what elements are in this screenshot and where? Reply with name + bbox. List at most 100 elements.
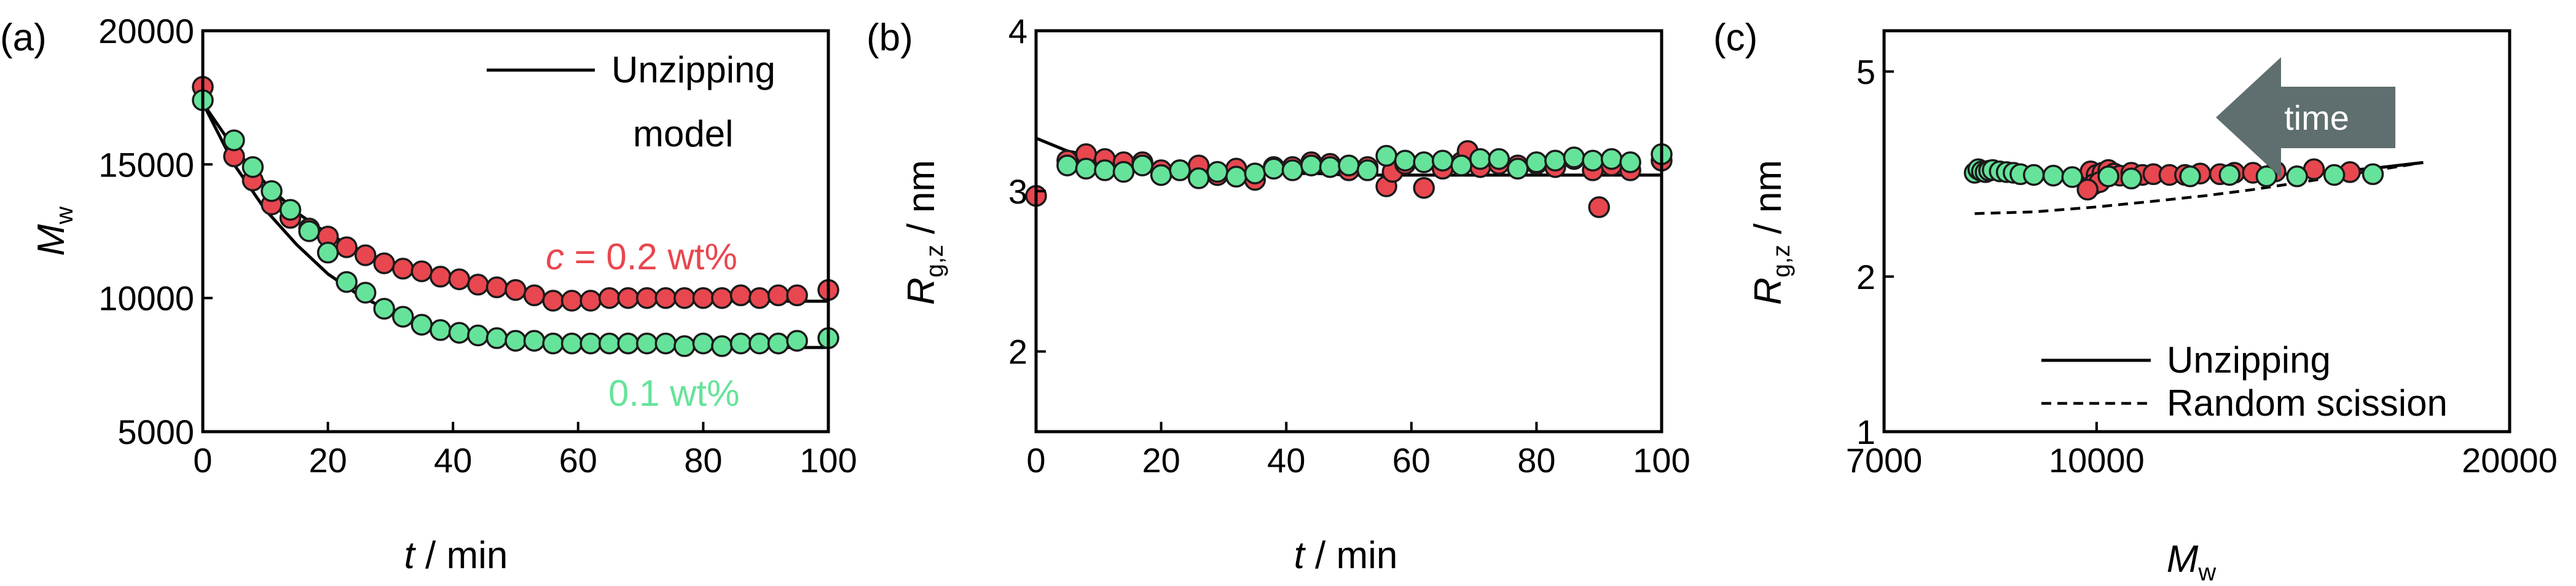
b-data-point-green xyxy=(1112,160,1135,183)
a-data-point-red xyxy=(636,287,658,309)
c-data-point-red xyxy=(2076,178,2099,201)
panel-c-x-title: Mw xyxy=(2167,538,2217,586)
a-data-point-red xyxy=(410,260,433,282)
b-data-point-green xyxy=(1131,154,1153,176)
panel-a-annotation-red: c = 0.2 wt% xyxy=(546,236,737,277)
b-data-point-green xyxy=(1619,151,1641,173)
c-data-point-green xyxy=(2061,166,2084,188)
b-data-point-green xyxy=(1375,145,1397,167)
b-data-point-red xyxy=(1413,176,1435,199)
a-data-point-green xyxy=(673,335,696,357)
panel-c-data xyxy=(1963,158,2424,215)
a-data-point-green xyxy=(692,332,715,355)
a-data-point-green xyxy=(636,332,658,355)
a-data-point-green xyxy=(223,129,245,151)
a-data-point-green xyxy=(654,332,677,355)
panel-b-frame xyxy=(1034,29,1663,434)
panel-c: (c) 7000 10000 20000 1 2 5 time Unzipping Ran… xyxy=(1713,17,2558,586)
a-x-tick-label: 20 xyxy=(308,441,347,480)
a-data-point-green xyxy=(523,330,546,352)
a-data-point-green xyxy=(542,332,564,355)
panel-b-label: (b) xyxy=(866,17,913,59)
b-data-point-green xyxy=(1563,146,1585,168)
a-data-point-red xyxy=(467,274,489,296)
panel-a-frame xyxy=(201,29,830,434)
panel-b-data xyxy=(1025,137,1673,218)
b-data-point-green xyxy=(1263,157,1285,180)
c-data-point-green xyxy=(2286,165,2308,188)
a-data-point-red xyxy=(542,290,564,312)
a-data-point-green xyxy=(448,322,471,344)
c-y-tick-label: 5 xyxy=(1856,52,1875,91)
a-data-point-red xyxy=(786,284,808,307)
a-data-point-green xyxy=(392,306,414,328)
b-data-point-green xyxy=(1075,157,1098,180)
a-data-point-green xyxy=(467,324,489,347)
a-x-tick-label: 0 xyxy=(193,441,212,480)
a-data-point-red xyxy=(748,287,771,309)
c-y-tick-label: 2 xyxy=(1856,258,1875,296)
b-data-point-green xyxy=(1600,148,1623,170)
a-data-point-red xyxy=(505,279,527,301)
b-data-point-green xyxy=(1582,149,1604,172)
a-data-point-red xyxy=(373,252,395,274)
a-data-point-green xyxy=(410,314,433,336)
b-data-point-green xyxy=(1187,167,1210,189)
a-data-point-green xyxy=(560,332,583,355)
b-data-point-red xyxy=(1588,196,1610,218)
panel-c-label: (c) xyxy=(1713,17,1757,59)
panel-c-ticks: 7000 10000 20000 1 2 5 xyxy=(1846,52,2558,480)
c-x-tick-label: 10000 xyxy=(2049,441,2145,480)
a-y-tick-label: 10000 xyxy=(98,279,194,318)
b-data-point-green xyxy=(1507,157,1529,180)
a-data-point-green xyxy=(430,319,452,341)
panel-b-ticks: 0 20 40 60 80 100 2 3 4 xyxy=(1008,12,1690,480)
time-arrow: time xyxy=(2216,57,2395,178)
a-data-point-green xyxy=(373,298,395,320)
a-data-point-red xyxy=(598,287,621,309)
a-data-point-red xyxy=(711,287,733,309)
b-x-tick-label: 20 xyxy=(1142,441,1180,480)
b-y-tick-label: 4 xyxy=(1008,12,1027,50)
c-data-point-green xyxy=(2323,164,2346,186)
c-data-point-green xyxy=(2255,165,2278,188)
a-data-point-green xyxy=(279,199,302,221)
c-data-point-green xyxy=(2022,164,2045,186)
time-arrow-shape xyxy=(2216,57,2395,178)
c-data-point-green xyxy=(2218,164,2240,186)
b-data-point-green xyxy=(1413,151,1435,173)
time-arrow-label: time xyxy=(2284,98,2349,137)
a-data-point-red xyxy=(673,287,696,309)
c-data-point-green xyxy=(2179,165,2201,188)
c-y-tick-label: 1 xyxy=(1856,413,1875,451)
b-data-point-green xyxy=(1244,162,1266,184)
b-data-point-green xyxy=(1488,148,1510,170)
a-data-point-red xyxy=(485,276,508,299)
b-y-tick-label: 3 xyxy=(1008,172,1027,211)
b-data-point-green xyxy=(1394,149,1416,172)
a-x-tick-label: 80 xyxy=(684,441,722,480)
a-data-point-green xyxy=(485,327,508,349)
a-data-point-green xyxy=(316,242,339,264)
a-y-tick-label: 15000 xyxy=(98,145,194,184)
panel-c-legend-text-2: Random scission xyxy=(2167,382,2448,424)
a-data-point-green xyxy=(711,335,733,357)
a-data-point-red xyxy=(692,287,715,309)
panel-b-y-title: Rg,z / nm xyxy=(900,160,948,305)
panel-c-frame xyxy=(1882,29,2511,434)
panel-c-y-title: Rg,z / nm xyxy=(1747,160,1795,305)
panel-b-x-title: t / min xyxy=(1294,534,1398,577)
a-data-point-green xyxy=(748,332,771,355)
panel-a-label: (a) xyxy=(0,17,47,59)
panel-a: (a) 0 20 40 60 80 100 5000 10000 15000 20000 Unzi… xyxy=(0,12,857,577)
b-data-point-green xyxy=(1338,154,1360,176)
a-data-point-red xyxy=(579,290,602,312)
b-y-tick-label: 2 xyxy=(1008,333,1027,371)
b-data-point-green xyxy=(1544,149,1566,172)
panel-a-legend-text-1: Unzipping xyxy=(611,49,776,90)
a-data-point-red xyxy=(617,287,639,309)
panel-a-legend-text-2: model xyxy=(633,113,733,154)
b-data-point-green xyxy=(1300,154,1322,176)
a-data-point-green xyxy=(336,271,358,293)
b-x-tick-label: 0 xyxy=(1026,441,1045,480)
